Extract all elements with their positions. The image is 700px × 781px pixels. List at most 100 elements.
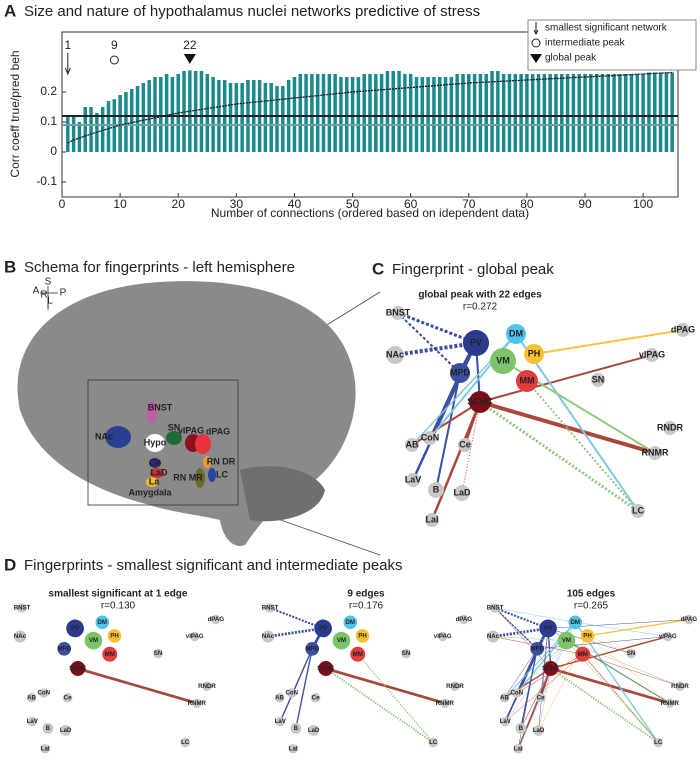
bar [281,86,285,152]
node-label: CoN [421,432,440,442]
y-tick-label: 0.2 [40,84,57,98]
bar [100,107,105,152]
node [440,698,450,708]
compass-label: I [47,302,50,313]
node-label: PH [358,632,367,639]
bar [420,77,425,152]
node-label: NAc [487,633,500,640]
edge [540,635,588,698]
bar [164,74,169,152]
node [57,642,71,656]
region-label: RN MR [173,472,203,482]
node [543,661,559,676]
node [190,631,200,642]
node [515,722,527,734]
nucleus [150,468,164,478]
arrowhead [64,67,71,76]
node [314,619,332,638]
bar [403,74,407,152]
node-label: LC [654,739,663,746]
node [428,737,438,748]
node [663,631,673,642]
bar [350,77,355,152]
edge [494,607,551,669]
legend-circle [531,38,541,48]
edge [494,607,576,623]
node [591,373,605,387]
node-label: RNDR [446,683,464,690]
node [648,446,662,460]
node-label: DM [98,619,108,626]
bar [234,83,239,152]
node-label: MM [105,651,115,658]
node-label: VM [89,637,98,644]
node-label: LC [632,505,644,515]
bar [205,74,210,152]
nucleus [195,434,211,454]
node-label: dPAG [208,616,225,623]
node [539,619,557,638]
network-r: r=0.265 [574,601,609,612]
bar [594,74,599,152]
bar [315,74,320,152]
node [500,716,510,727]
node [486,630,500,643]
region-label: Hypo [144,437,167,447]
node [425,513,439,527]
node [355,629,370,643]
node [318,661,334,676]
bar [83,107,87,152]
node-label: BNST [386,307,411,317]
x-tick-label: 100 [633,197,653,211]
node-label: LaI [425,514,438,524]
node [530,642,544,656]
node-label: NAc [262,633,275,640]
node-label: dPAG [681,616,698,623]
edge [575,622,668,637]
edge [504,648,538,698]
bar [432,77,436,152]
node-label: B [519,725,524,732]
bar [118,95,122,152]
node [524,344,544,364]
network-subtitle: 105 edges [567,589,616,600]
bar [513,74,518,152]
bar [263,83,268,152]
node [405,438,419,452]
x-tick-label: 70 [462,197,476,211]
node [275,716,285,727]
bar [397,71,401,152]
node [684,614,694,625]
node-label: LaI [41,745,50,752]
network: BNST NAc PV DM VM PH MPD MM SN SCHC dPAG vlPAG RNDR R… [262,603,472,754]
panel-letter: C [372,259,384,278]
bar [310,74,314,152]
node [463,330,489,356]
bar [530,74,535,152]
node [626,648,636,659]
node [153,648,163,659]
bar [472,74,477,152]
bar [356,77,361,152]
network-subtitle: global peak with 22 edges [418,290,542,301]
compass-label: A [33,286,40,297]
node-label: MPD [305,645,319,652]
region-label: Amygdala [128,487,172,497]
bar [135,86,140,152]
bar [560,74,564,152]
node-label: DM [346,619,356,626]
edge [492,636,567,641]
node-label: DM [571,619,581,626]
node-label: LC [429,739,438,746]
node-label: MPD [450,367,471,377]
node [350,646,366,662]
node-label: PV [470,337,482,347]
trend-line [67,71,673,144]
bar [269,83,273,152]
legend-arrowhead [533,29,539,36]
node-label: LaD [533,727,545,734]
bar [467,74,471,152]
bar [647,72,651,152]
node [13,630,27,643]
node [40,744,50,754]
